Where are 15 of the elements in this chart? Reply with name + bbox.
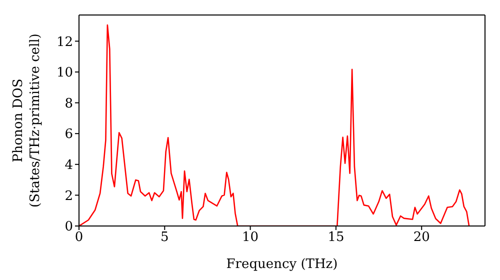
y-tick-label: 4: [64, 158, 73, 174]
line-series: [79, 24, 470, 226]
x-tick-label: 5: [160, 230, 169, 246]
x-axis-title: Frequency (THz): [226, 257, 338, 272]
y-tick-label: 12: [56, 34, 73, 50]
x-tick-label: 15: [328, 230, 344, 246]
x-tick-label: 10: [242, 230, 259, 246]
x-tick-label: 20: [413, 230, 430, 246]
y-axis-title: Phonon DOS (States/THz·primitive cell): [11, 33, 43, 208]
y-tick-label: 10: [56, 66, 73, 81]
y-tick-label: 2: [64, 188, 73, 204]
y-tick-label: 0: [64, 220, 73, 235]
x-tick-label: 0: [74, 230, 84, 246]
y-tick-label: 6: [64, 127, 73, 142]
y-tick-label: 8: [64, 96, 73, 112]
